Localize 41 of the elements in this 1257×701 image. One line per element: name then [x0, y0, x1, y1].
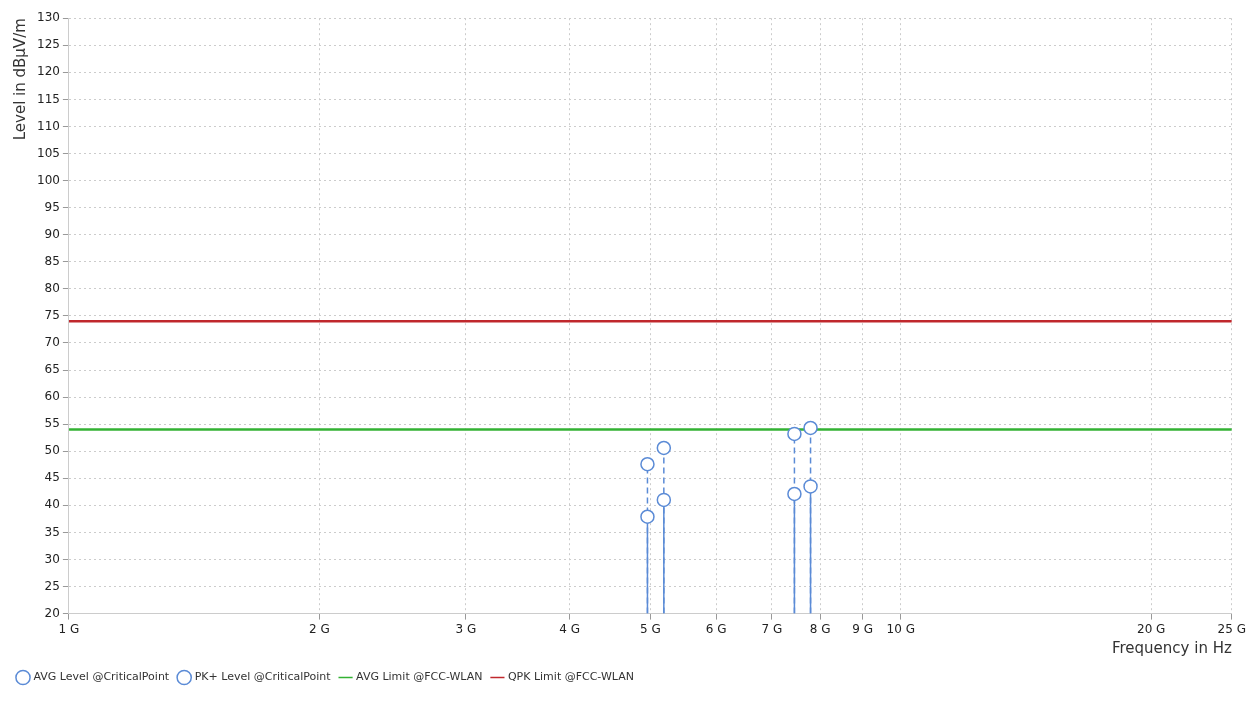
- y-tick-label: 125: [37, 37, 60, 52]
- y-tick-label: 50: [44, 443, 60, 458]
- x-tick-label: 5 G: [639, 621, 661, 636]
- y-tick-label: 65: [44, 362, 60, 377]
- y-tick-label: 100: [37, 172, 60, 187]
- y-tick-label: 120: [37, 64, 60, 79]
- y-tick-label: 60: [44, 389, 60, 404]
- legend-label: AVG Limit @FCC-WLAN: [356, 670, 483, 684]
- x-tick-label: 10 G: [886, 621, 915, 636]
- x-tick-label: 7 G: [761, 621, 783, 636]
- x-tick-label: 2 G: [308, 621, 330, 636]
- y-tick-label: 45: [44, 470, 60, 485]
- y-tick-label: 25: [44, 578, 60, 593]
- x-tick-label: 8 G: [809, 621, 831, 636]
- y-tick-label: 90: [44, 226, 60, 241]
- y-tick-label: 85: [44, 253, 60, 268]
- y-tick-label: 40: [44, 497, 60, 512]
- y-tick-label: 95: [44, 199, 60, 214]
- y-tick-label: 75: [44, 308, 60, 323]
- x-tick-label: 1 G: [58, 621, 80, 636]
- x-tick-label: 25 G: [1217, 621, 1246, 636]
- y-tick-label: 130: [37, 10, 60, 25]
- y-tick-label: 35: [44, 524, 60, 539]
- y-tick-label: 80: [44, 280, 60, 295]
- x-tick-label: 4 G: [559, 621, 581, 636]
- y-tick-label: 20: [44, 605, 60, 620]
- y-tick-label: 55: [44, 416, 60, 431]
- legend-label: AVG Level @CriticalPoint: [33, 670, 170, 684]
- legend-label: QPK Limit @FCC-WLAN: [507, 670, 634, 684]
- y-tick-label: 70: [44, 335, 60, 350]
- x-tick-label: 20 G: [1137, 621, 1166, 636]
- x-tick-label: 6 G: [705, 621, 727, 636]
- y-tick-label: 30: [44, 551, 60, 566]
- legend-label: PK+ Level @CriticalPoint: [194, 670, 332, 684]
- x-axis-title: Frequency in Hz: [1111, 638, 1232, 657]
- y-axis-title: Level in dBµV/m: [10, 18, 29, 141]
- x-tick-label: 9 G: [852, 621, 874, 636]
- y-tick-label: 105: [37, 145, 60, 160]
- x-tick-label: 3 G: [455, 621, 477, 636]
- y-tick-label: 110: [37, 118, 60, 133]
- y-tick-label: 115: [37, 91, 60, 106]
